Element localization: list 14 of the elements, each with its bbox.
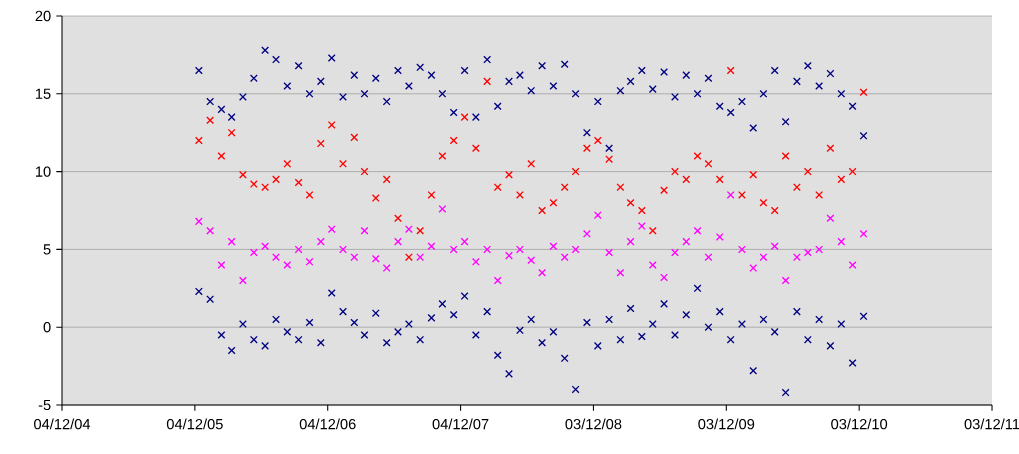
y-tick-label: 10: [35, 166, 51, 177]
y-tick-label: 5: [43, 244, 51, 255]
y-tick-label: -5: [38, 399, 51, 411]
x-tick-label: 04/12/04: [34, 418, 91, 430]
y-tick-label: 20: [35, 10, 51, 22]
y-tick-label: 0: [43, 322, 51, 333]
x-tick-label: 03/12/09: [698, 418, 755, 430]
x-tick-label: 04/12/05: [166, 418, 223, 430]
y-tick-label: 15: [35, 88, 51, 99]
x-tick-label: 03/12/10: [831, 418, 888, 430]
x-tick-label: 04/12/06: [299, 418, 356, 430]
x-tick-label: 03/12/08: [565, 418, 622, 430]
x-tick-label: 04/12/07: [432, 418, 489, 430]
x-tick-label: 03/12/11: [964, 418, 1019, 430]
